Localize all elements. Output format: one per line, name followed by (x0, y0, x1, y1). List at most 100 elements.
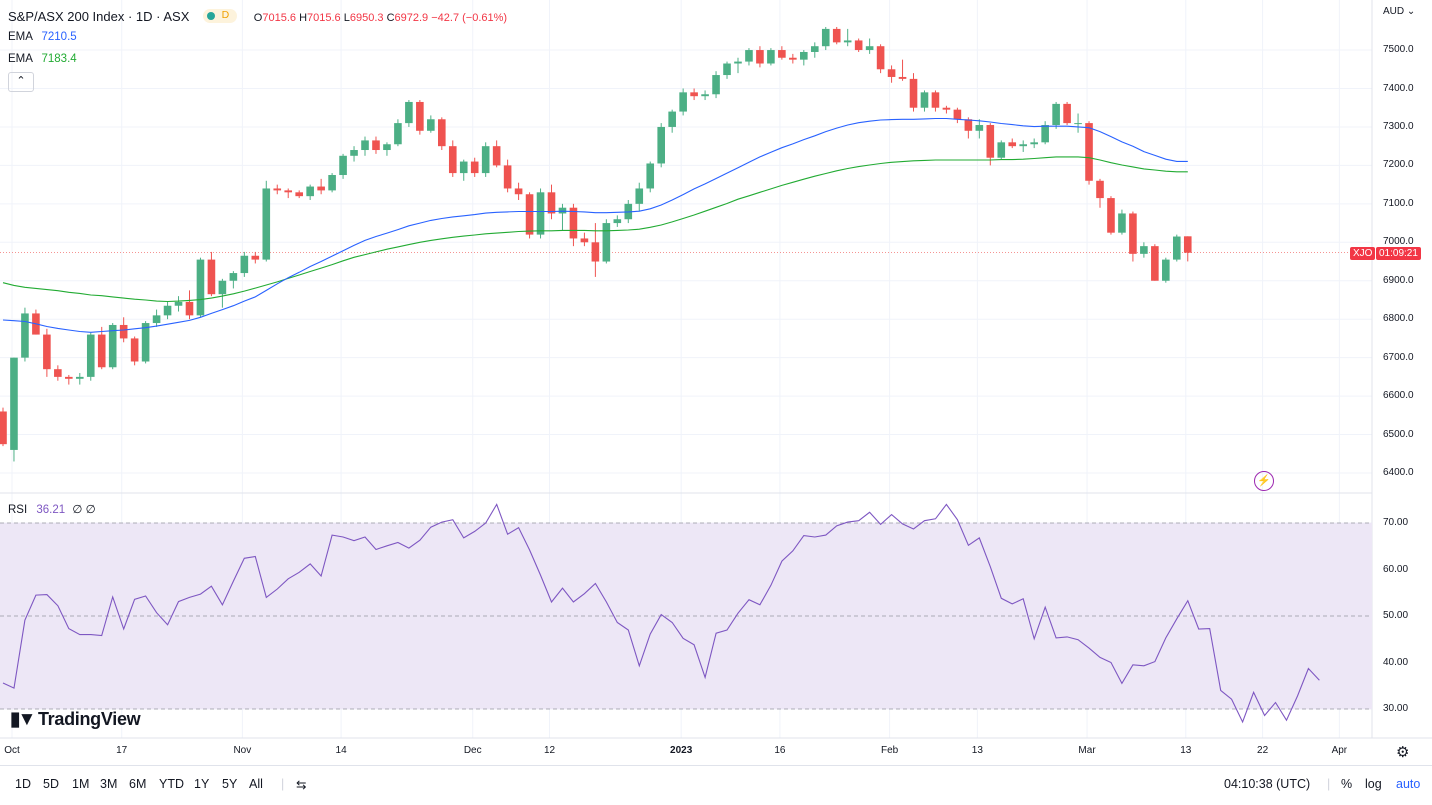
candle-body (591, 242, 600, 262)
candle-body (668, 111, 676, 127)
range-ytd[interactable]: YTD (159, 777, 184, 791)
candle-body (646, 163, 655, 189)
range-5d[interactable]: 5D (43, 777, 59, 791)
candle-body (372, 140, 380, 151)
percent-toggle[interactable]: % (1341, 777, 1353, 791)
range-all[interactable]: All (249, 777, 263, 791)
collapse-legend-button[interactable]: ⌃ (8, 72, 34, 92)
rsi-line (2, 503, 1320, 724)
candle-body (953, 109, 962, 120)
rsi-tick-label: 60.00 (1383, 563, 1409, 575)
candle-body (942, 107, 951, 110)
candle-body (328, 175, 336, 191)
candle-body (1107, 198, 1115, 233)
time-tick-label: Oct (4, 745, 20, 756)
chevron-up-icon: ⌃ (16, 75, 26, 87)
candle-body (350, 150, 358, 156)
candle-body (416, 101, 424, 131)
candle-body (459, 161, 468, 174)
candle-body (273, 188, 282, 191)
ema-fast-legend[interactable]: EMA 7210.5 (8, 31, 77, 43)
settings-gear-icon[interactable]: ⚙ (1396, 744, 1410, 761)
candle-body (470, 161, 479, 174)
price-tick-label: 6900.0 (1383, 274, 1414, 286)
candle-body (152, 315, 161, 324)
time-tick-label: 13 (1180, 745, 1192, 756)
candle-body (240, 255, 249, 274)
alert-lightning-icon[interactable]: ⚡ (1254, 471, 1274, 491)
range-3m[interactable]: 3M (100, 777, 118, 791)
candle-body (317, 186, 325, 191)
candle-body (580, 238, 589, 243)
candle-body (1162, 259, 1170, 281)
candle-body (898, 76, 907, 79)
candle-body (383, 144, 391, 151)
chart-canvas[interactable] (0, 0, 1432, 765)
time-tick-label: 17 (116, 745, 128, 756)
candle-body (229, 273, 238, 281)
ohlc-values: O7015.6 H7015.6 L6950.3 C6972.9 −42.7 (−… (253, 12, 508, 24)
candle-body (86, 334, 95, 377)
range-6m[interactable]: 6M (129, 777, 147, 791)
candle-body (218, 280, 227, 295)
currency-selector[interactable]: AUD ⌄ (1383, 6, 1416, 17)
candle-body (1140, 246, 1148, 254)
range-1m[interactable]: 1M (72, 777, 90, 791)
candle-body (262, 188, 271, 260)
log-toggle[interactable]: log (1365, 777, 1382, 791)
candle-body (536, 192, 545, 235)
candle-body (174, 301, 183, 306)
symbol-legend[interactable]: S&P/ASX 200 Index · 1D · ASX D O7015.6 H… (8, 9, 507, 24)
time-tick-label: Apr (1331, 745, 1348, 756)
price-tick-label: 6600.0 (1383, 390, 1414, 402)
candle-body (613, 219, 622, 224)
symbol-title[interactable]: S&P/ASX 200 Index · 1D · ASX (8, 9, 190, 24)
ema-slow-legend[interactable]: EMA 7183.4 (8, 53, 77, 65)
rsi-line-path (2, 503, 1320, 724)
ema-fast-line (2, 117, 1188, 333)
range-1y[interactable]: 1Y (194, 777, 210, 791)
candle-body (832, 28, 841, 43)
candle-body (1052, 103, 1060, 126)
candle-body (108, 324, 117, 368)
price-tick-label: 7200.0 (1383, 159, 1414, 171)
candle-body (295, 192, 303, 197)
candle-body (800, 51, 808, 60)
candle-body (1041, 125, 1049, 143)
candle-body (920, 92, 929, 108)
range-5y[interactable]: 5Y (222, 777, 238, 791)
range-1d[interactable]: 1D (15, 777, 31, 791)
time-tick-label: 12 (543, 745, 556, 756)
price-tick-label: 6800.0 (1383, 313, 1414, 325)
price-tick-label: 7500.0 (1383, 44, 1414, 56)
candle-body (1118, 213, 1126, 233)
candle-body (986, 125, 995, 158)
candle-body (492, 146, 501, 166)
countdown-badge: 01:09:21 (1376, 247, 1421, 260)
panes (0, 0, 1432, 739)
candle-body (887, 69, 896, 77)
candle-body (448, 146, 457, 174)
rsi-legend[interactable]: RSI 36.21 ∅ ∅ (8, 504, 96, 516)
price-tick-label: 6400.0 (1383, 467, 1414, 478)
candle-body (1008, 142, 1017, 147)
time-tick-label: Mar (1078, 745, 1096, 756)
auto-scale-toggle[interactable]: auto (1396, 777, 1421, 791)
candle-body (0, 411, 7, 445)
candle-body (635, 188, 644, 204)
candle-body (767, 50, 775, 64)
candle-body (547, 192, 556, 214)
rsi-tick-label: 30.00 (1383, 703, 1409, 714)
clock-time[interactable]: 04:10:38 (UTC) (1224, 777, 1311, 791)
candle-body (163, 305, 172, 316)
candle-body (306, 186, 314, 197)
candle-body (789, 57, 797, 60)
price-tick-label: 6500.0 (1383, 428, 1414, 440)
rsi-tick-label: 40.00 (1383, 656, 1409, 668)
candle-body (712, 75, 720, 95)
candle-body (1129, 213, 1137, 254)
candle-body (185, 301, 194, 316)
candle-body (196, 259, 205, 316)
candle-body (821, 28, 830, 47)
go-to-date-icon[interactable]: ⇆ (296, 778, 307, 792)
